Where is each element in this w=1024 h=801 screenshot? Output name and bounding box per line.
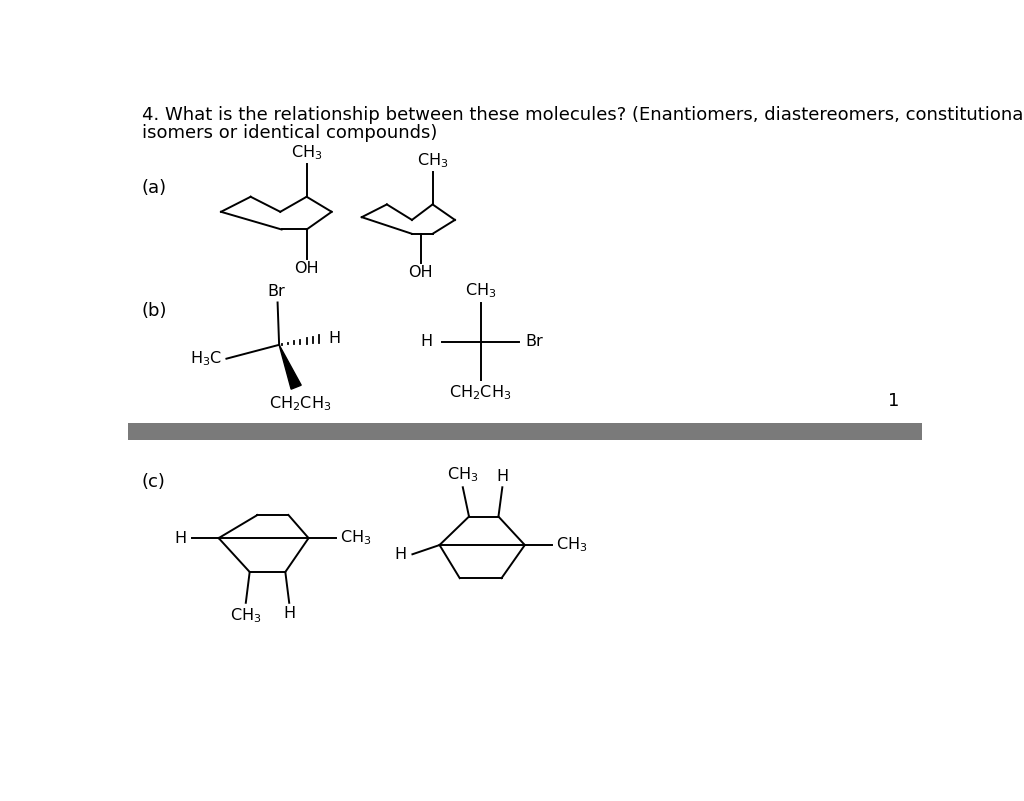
Text: H: H bbox=[328, 331, 340, 346]
Text: isomers or identical compounds): isomers or identical compounds) bbox=[142, 124, 437, 142]
Text: H: H bbox=[421, 334, 432, 349]
Text: CH$_3$: CH$_3$ bbox=[291, 143, 323, 162]
Text: CH$_3$: CH$_3$ bbox=[230, 606, 261, 625]
Text: CH$_3$: CH$_3$ bbox=[556, 536, 588, 554]
Text: H: H bbox=[497, 469, 508, 484]
Text: CH$_3$: CH$_3$ bbox=[447, 465, 478, 484]
Bar bbox=[128, 424, 922, 441]
Text: (c): (c) bbox=[142, 473, 166, 491]
Text: 1: 1 bbox=[888, 392, 899, 410]
Text: 4. What is the relationship between these molecules? (Enantiomers, diastereomers: 4. What is the relationship between thes… bbox=[142, 107, 1024, 124]
Text: (a): (a) bbox=[142, 179, 167, 197]
Text: CH$_3$: CH$_3$ bbox=[417, 151, 449, 170]
Text: Br: Br bbox=[525, 334, 544, 349]
Text: OH: OH bbox=[294, 261, 318, 276]
Text: CH$_2$CH$_3$: CH$_2$CH$_3$ bbox=[450, 384, 512, 402]
Text: Br: Br bbox=[267, 284, 285, 300]
Text: CH$_3$: CH$_3$ bbox=[340, 529, 371, 547]
Text: H: H bbox=[284, 606, 295, 621]
Text: H: H bbox=[174, 530, 186, 545]
Text: H: H bbox=[395, 547, 407, 562]
Text: H$_3$C: H$_3$C bbox=[190, 349, 222, 368]
Text: OH: OH bbox=[409, 265, 433, 280]
Text: CH$_2$CH$_3$: CH$_2$CH$_3$ bbox=[269, 394, 331, 413]
Text: (b): (b) bbox=[142, 302, 168, 320]
Text: CH$_3$: CH$_3$ bbox=[465, 281, 497, 300]
Polygon shape bbox=[280, 344, 301, 389]
